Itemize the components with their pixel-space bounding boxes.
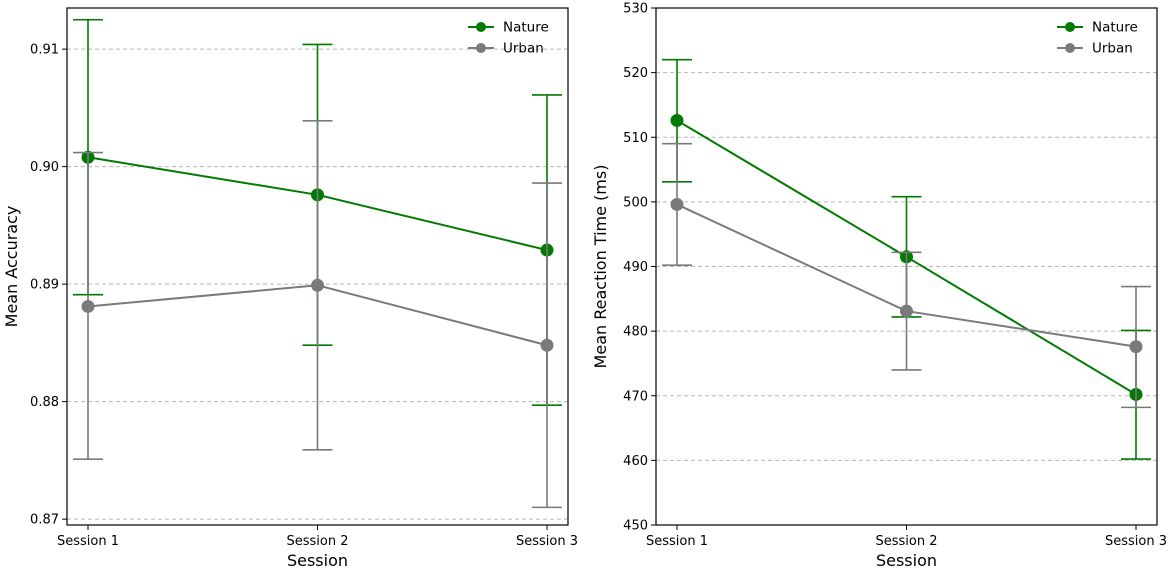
y-tick-label: 0.91 xyxy=(30,43,59,58)
x-tick-label: Session 3 xyxy=(1105,534,1167,549)
legend-label: Urban xyxy=(1092,41,1133,57)
y-tick-label: 0.90 xyxy=(30,160,59,175)
axes-frame xyxy=(655,7,1158,526)
data-point xyxy=(670,113,684,127)
y-tick-label: 0.87 xyxy=(30,513,59,528)
x-axis-label: Session xyxy=(876,551,937,570)
y-tick-label: 450 xyxy=(623,519,648,534)
axes-frame xyxy=(66,7,569,526)
legend: Nature Urban xyxy=(468,20,549,57)
data-point xyxy=(540,338,554,352)
legend: Nature Urban xyxy=(1057,20,1138,57)
legend-label: Urban xyxy=(503,41,544,57)
y-tick-label: 500 xyxy=(623,195,648,210)
y-tick-label: 0.88 xyxy=(30,395,59,410)
chart-panel-2: 450 460 470 480 490 500 510 520 530 Session 1 Sess… xyxy=(591,2,1167,571)
legend-marker xyxy=(476,22,486,32)
x-tick-label: Session 2 xyxy=(875,534,937,549)
legend-label: Nature xyxy=(1092,20,1138,36)
data-point xyxy=(900,304,913,318)
y-tick-label: 520 xyxy=(623,66,648,81)
chart-panel-1: 0.87 0.88 0.89 0.90 0.91 Session 1 Session 2 Se… xyxy=(2,7,578,570)
y-tick-label: 470 xyxy=(623,389,648,404)
y-tick-label: 510 xyxy=(623,131,648,146)
y-axis-label: Mean Accuracy xyxy=(2,206,21,328)
series-urban xyxy=(73,120,562,509)
legend-marker xyxy=(476,43,486,53)
data-point xyxy=(311,278,324,292)
series-urban xyxy=(662,142,1151,409)
x-tick-label: Session 3 xyxy=(516,534,578,549)
data-point xyxy=(1129,340,1143,354)
x-tick-label: Session 1 xyxy=(57,534,119,549)
x-tick-label: Session 1 xyxy=(646,534,708,549)
x-tick-label: Session 2 xyxy=(286,534,348,549)
legend-marker xyxy=(1065,43,1075,53)
data-point xyxy=(81,299,95,313)
legend-label: Nature xyxy=(503,20,549,36)
y-tick-label: 0.89 xyxy=(30,278,59,293)
y-tick-label: 480 xyxy=(623,325,648,340)
y-axis-label: Mean Reaction Time (ms) xyxy=(591,165,610,369)
y-tick-label: 530 xyxy=(623,2,648,17)
x-axis-label: Session xyxy=(287,551,348,570)
data-point xyxy=(670,197,684,211)
y-tick-label: 490 xyxy=(623,260,648,275)
y-tick-label: 460 xyxy=(623,454,648,469)
legend-marker xyxy=(1065,22,1075,32)
